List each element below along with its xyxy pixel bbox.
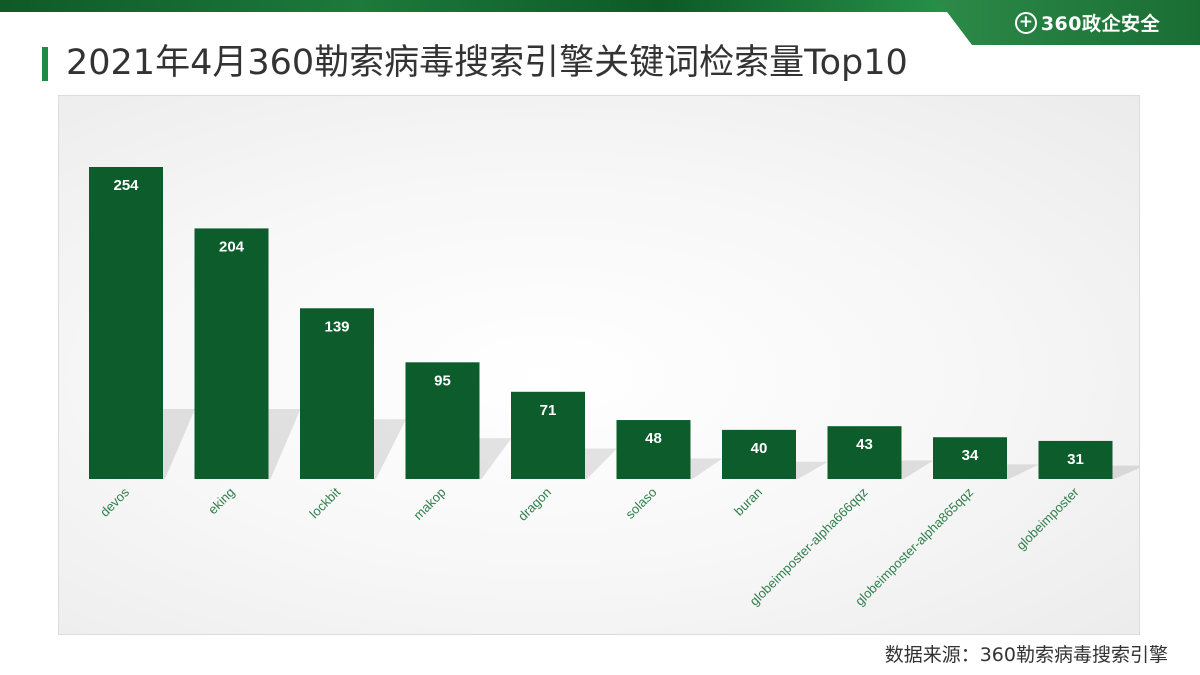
brand-header: + 360政企安全 xyxy=(938,0,1200,45)
category-labels: devos eking lockbit makop dragon solaso burang… xyxy=(97,484,1082,609)
bar-series xyxy=(89,167,1113,479)
bar-buran xyxy=(722,429,796,479)
value-label: 40 xyxy=(751,440,768,457)
value-label: 43 xyxy=(856,436,873,453)
bar-lockbit xyxy=(300,308,374,479)
bar-makop xyxy=(405,362,480,479)
category-label: solaso xyxy=(622,485,659,522)
value-labels: 254 204 139 95 71 48 40 43 34 31 xyxy=(113,177,1083,468)
brand-logo-icon: + xyxy=(1014,11,1037,34)
value-label: 71 xyxy=(540,402,557,419)
data-source-note: 数据来源：360勒索病毒搜索引擎 xyxy=(884,644,1168,666)
category-label: lockbit xyxy=(306,484,343,521)
bar-solaso xyxy=(616,420,691,479)
title-accent-bar xyxy=(42,47,48,81)
bar-dragon xyxy=(511,391,585,479)
chart-panel: 254 204 139 95 71 48 40 43 34 31 devos eking lockbi… xyxy=(58,95,1140,635)
category-label: globeimposter-alpha865qqz xyxy=(852,485,976,609)
brand-name: 360政企安全 xyxy=(1040,13,1160,35)
value-label: 95 xyxy=(434,372,451,389)
category-label: buran xyxy=(731,485,765,519)
value-label: 204 xyxy=(219,238,245,255)
bar-eking xyxy=(194,228,269,479)
top-stripe xyxy=(0,0,1200,12)
category-label: dragon xyxy=(515,485,554,524)
category-label: eking xyxy=(205,485,238,518)
bar-globeimposter xyxy=(1038,440,1113,479)
category-label: globeimposter xyxy=(1013,484,1082,553)
bar-devos xyxy=(89,167,163,479)
bar-globeimposter-alpha666qqz xyxy=(827,426,902,479)
bar-globeimposter-alpha865qqz xyxy=(933,437,1007,479)
category-label: globeimposter-alpha666qqz xyxy=(747,485,871,609)
category-label: makop xyxy=(410,485,448,523)
value-label: 139 xyxy=(324,318,349,335)
value-label: 254 xyxy=(113,177,139,194)
value-label: 34 xyxy=(962,447,979,464)
value-label: 48 xyxy=(645,430,662,447)
page-title: 2021年4月360勒索病毒搜索引擎关键词检索量Top10 xyxy=(66,43,908,83)
bar-chart: 254 204 139 95 71 48 40 43 34 31 devos eking lockbi… xyxy=(89,167,1139,609)
value-label: 31 xyxy=(1067,451,1084,468)
category-label: devos xyxy=(97,484,132,519)
